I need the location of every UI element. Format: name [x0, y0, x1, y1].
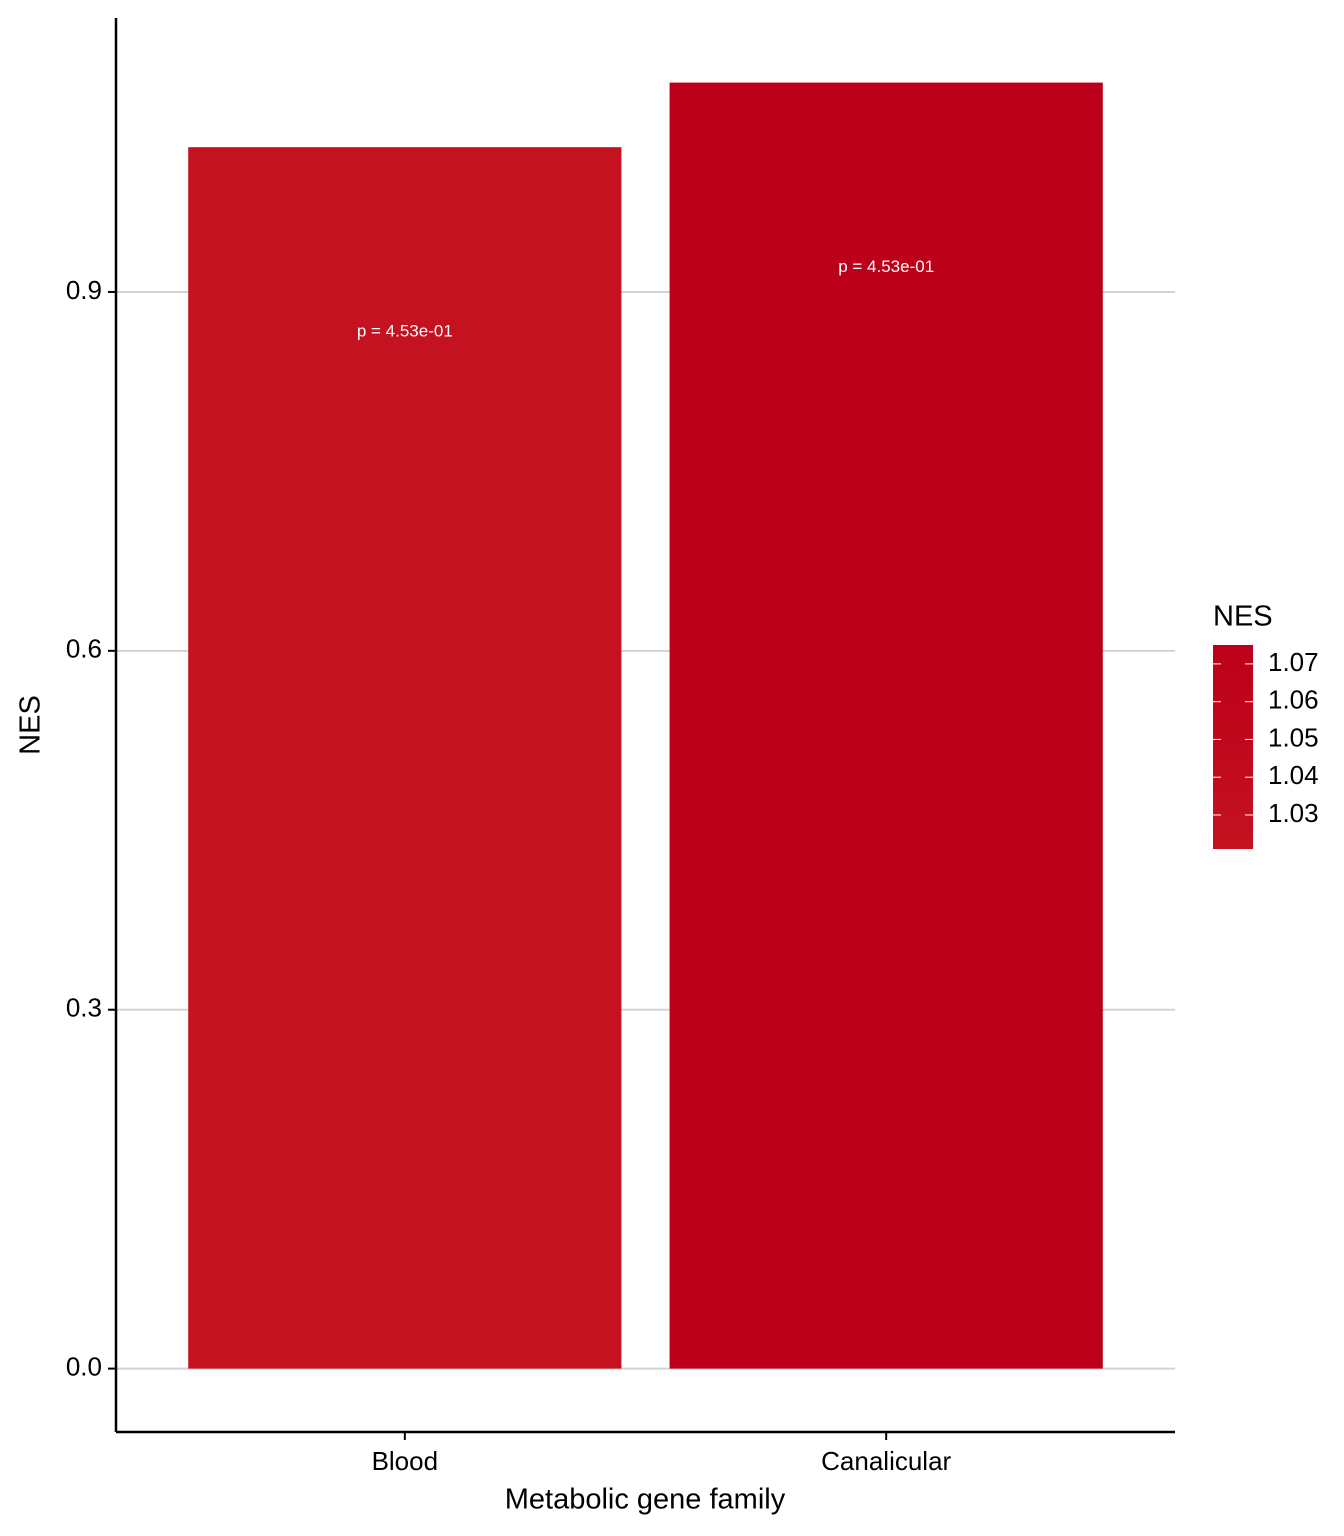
annotation: p = 4.53e-01 [838, 257, 934, 276]
legend-title: NES [1213, 601, 1273, 633]
y-tick-label: 0.9 [66, 275, 102, 305]
bar [669, 82, 1103, 1369]
colorbar-label: 1.05 [1268, 722, 1319, 752]
bar [188, 147, 622, 1369]
colorbar-label: 1.03 [1268, 798, 1319, 828]
y-tick-label: 0.6 [66, 634, 102, 664]
colorbar-label: 1.04 [1268, 760, 1319, 790]
x-axis-title: Metabolic gene family [505, 1484, 786, 1516]
colorbar-label: 1.06 [1268, 685, 1319, 715]
y-axis-title: NES [15, 695, 47, 755]
colorbar [1213, 645, 1253, 849]
y-tick-label: 0.0 [66, 1351, 102, 1381]
colorbar-label: 1.07 [1268, 647, 1319, 677]
annotation: p = 4.53e-01 [357, 322, 453, 341]
y-tick-label: 0.3 [66, 993, 102, 1023]
x-tick-label: Blood [372, 1446, 439, 1476]
x-tick-label: Canalicular [821, 1446, 951, 1476]
